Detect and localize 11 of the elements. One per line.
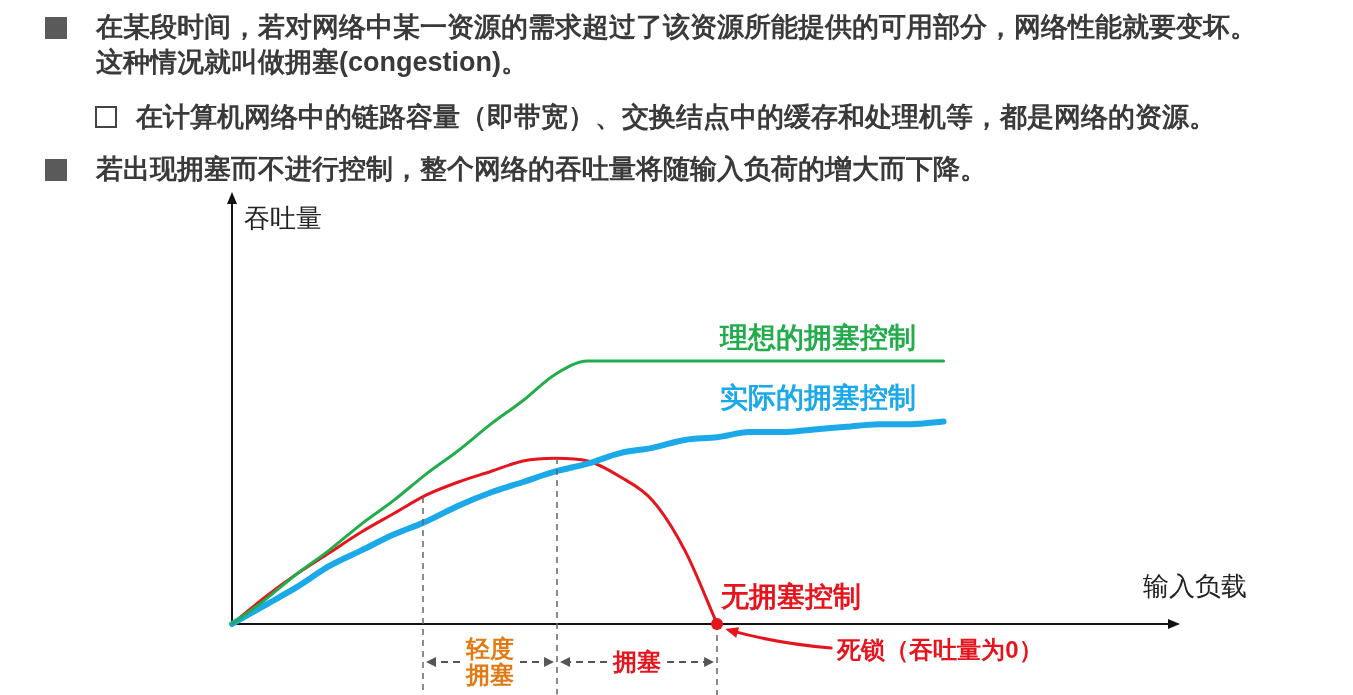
text: 若出现拥塞而不进行控制，整个网络的吞吐量将随输入负荷的增大而下降。 [96,154,987,184]
text: 拥塞 [612,648,663,675]
series-label: 实际的拥塞控制 [719,382,916,414]
series-label: 理想的拥塞控制 [718,321,916,353]
y-axis-title: 吞吐量 [244,203,322,234]
series-label: 无拥塞控制 [720,580,862,612]
x-axis-title: 输入负载 [1143,571,1247,602]
text: 轻度拥塞 [464,635,515,688]
text: 死锁（吞吐量为0） [837,636,1043,663]
text: 在计算机网络中的链路容量（即带宽）、交换结点中的缓存和处理机等，都是网络的资源。 [136,102,1216,132]
text: 在某段时间，若对网络中某一资源的需求超过了该资源所能提供的可用部分，网络性能就要变坏。这种情况就叫做拥塞(congestion)。 [96,12,1257,77]
